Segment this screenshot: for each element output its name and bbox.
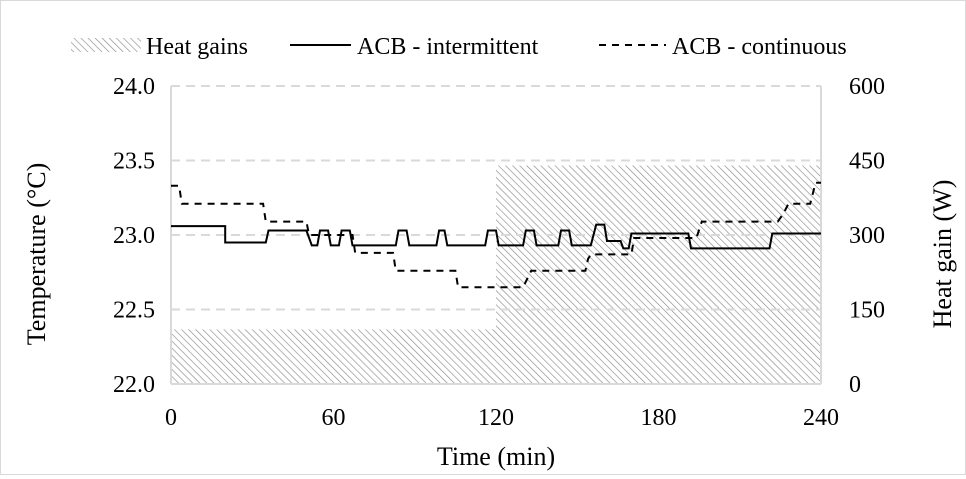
axes xyxy=(170,86,822,385)
y-left-tick-label: 22.0 xyxy=(113,372,155,398)
heat-gains-area-layer xyxy=(171,165,821,384)
x-axis-title: Time (min) xyxy=(437,442,555,471)
x-tick-label: 180 xyxy=(641,405,677,431)
legend-label-heat-gains: Heat gains xyxy=(146,34,248,60)
series-heat-gains-area xyxy=(171,165,821,384)
series-lines xyxy=(171,181,821,289)
x-tick-label: 60 xyxy=(322,405,346,431)
y-right-tick-label: 600 xyxy=(849,74,885,100)
y-right-tick-label: 300 xyxy=(849,223,885,249)
y-left-tick-label: 23.5 xyxy=(113,149,155,175)
y-right-tick-label: 0 xyxy=(849,372,861,398)
y-left-tick-label: 22.5 xyxy=(113,298,155,324)
y-axis-right-title: Heat gain (W) xyxy=(928,180,957,329)
y-left-tick-label: 24.0 xyxy=(113,74,155,100)
series-line-intermittent xyxy=(171,223,821,250)
series-line-continuous xyxy=(171,181,821,289)
y-left-tick-label: 23.0 xyxy=(113,223,155,249)
y-right-tick-label: 150 xyxy=(849,298,885,324)
x-tick-label: 0 xyxy=(165,405,177,431)
tick-labels: 22.0 22.5 23.0 23.5 24.0 0 150 300 450 600 0 60 120 1… xyxy=(113,74,885,431)
legend-swatch-heat-gains xyxy=(71,38,141,52)
x-tick-label: 240 xyxy=(803,405,839,431)
gridlines xyxy=(171,85,821,311)
x-tick-label: 120 xyxy=(478,405,514,431)
y-axis-left-title: Temperature (°C) xyxy=(22,163,51,346)
y-right-tick-label: 450 xyxy=(849,149,885,175)
legend: Heat gains ACB - intermittent ACB - cont… xyxy=(71,34,847,60)
legend-label-continuous: ACB - continuous xyxy=(672,34,847,60)
legend-label-intermittent: ACB - intermittent xyxy=(357,34,539,60)
